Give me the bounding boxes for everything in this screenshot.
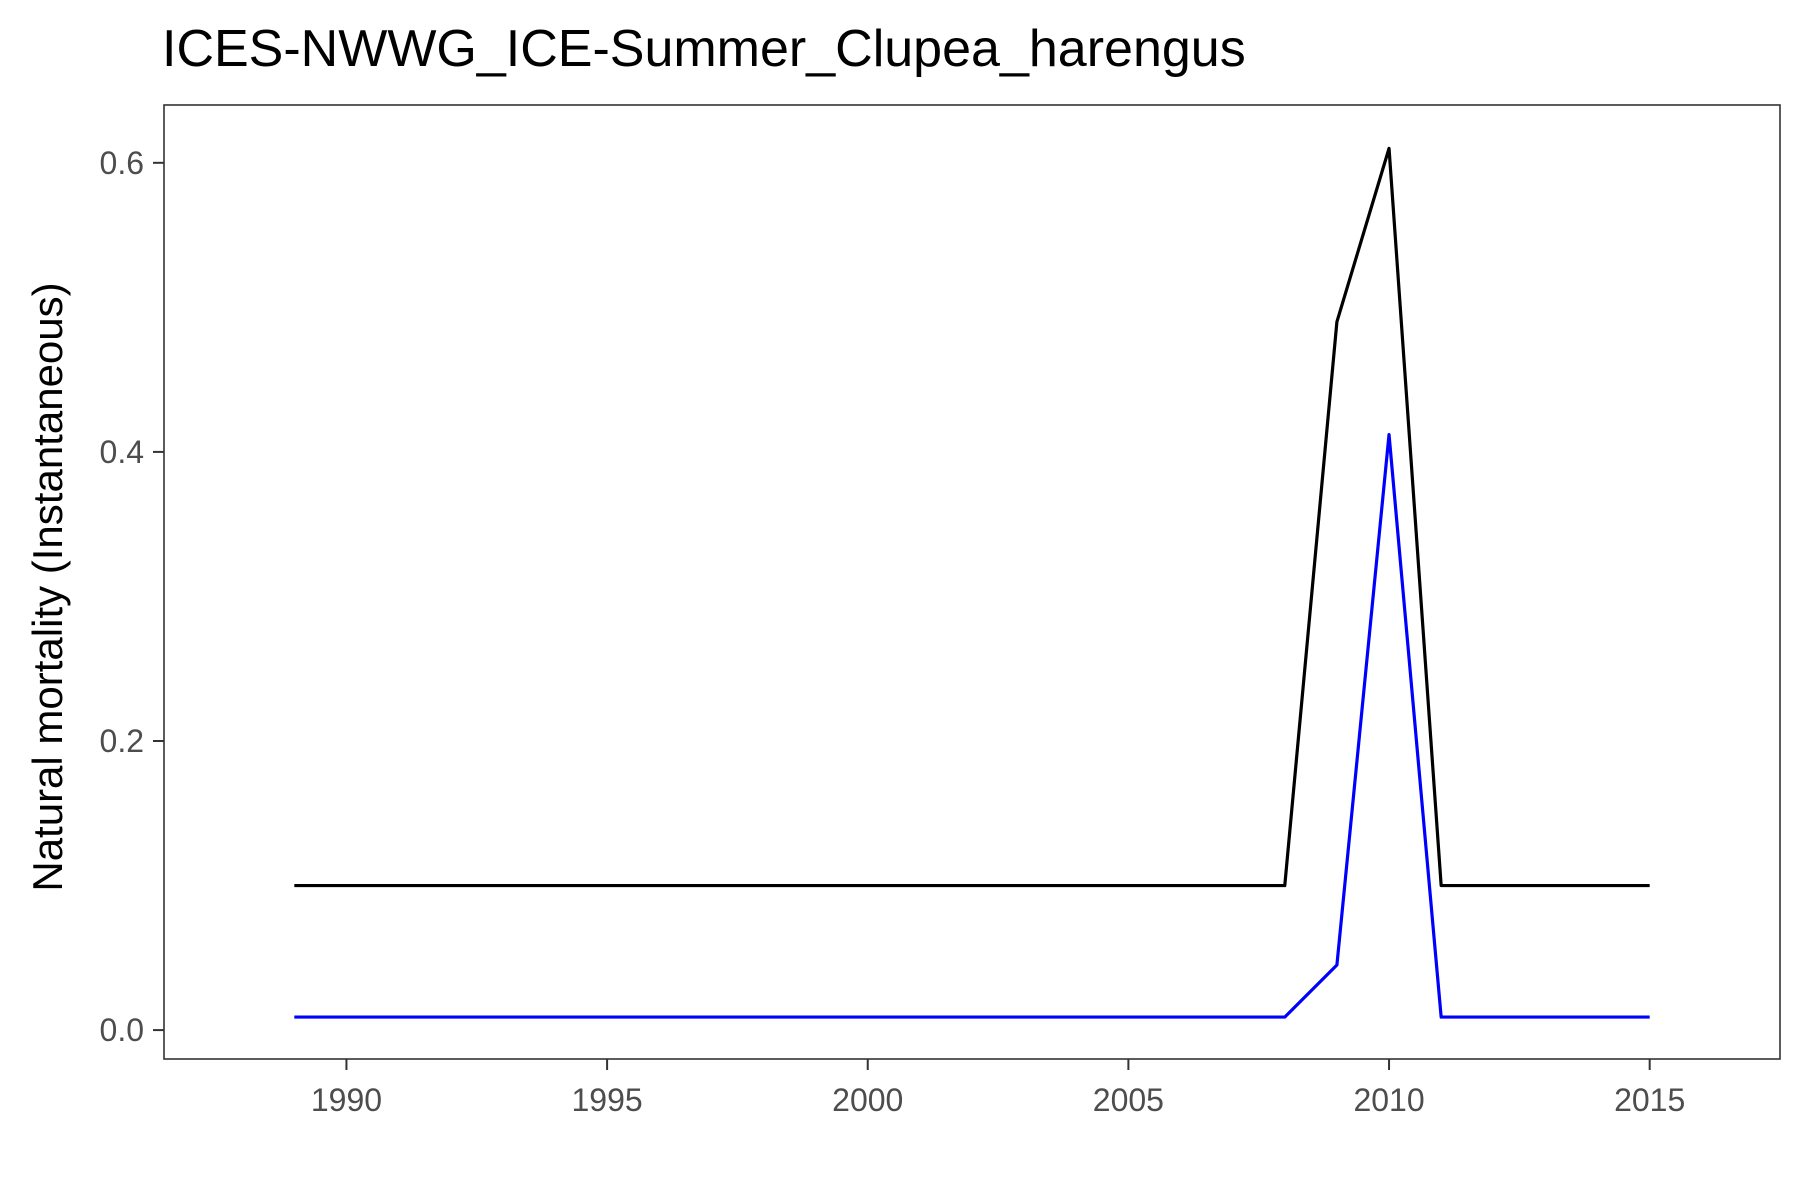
x-tick-label: 2010 bbox=[1353, 1082, 1424, 1118]
x-tick-label: 1990 bbox=[311, 1082, 382, 1118]
plot-panel bbox=[163, 104, 1781, 1060]
y-axis-title: Natural mortality (Instantaneous) bbox=[24, 282, 71, 891]
y-axis: 0.0 0.2 0.4 0.6 bbox=[100, 145, 164, 1048]
series-line-1 bbox=[294, 146, 1650, 888]
chart-title: ICES-NWWG_ICE-Summer_Clupea_harengus bbox=[162, 20, 1246, 78]
y-tick-label: 0.4 bbox=[100, 434, 144, 470]
x-tick-label: 2000 bbox=[832, 1082, 903, 1118]
x-tick-label: 2015 bbox=[1614, 1082, 1685, 1118]
x-axis: 1990 1995 2000 2005 2010 2015 bbox=[311, 1059, 1685, 1118]
y-tick-label: 0.6 bbox=[100, 145, 144, 181]
x-tick-label: 1995 bbox=[572, 1082, 643, 1118]
y-tick-label: 0.2 bbox=[100, 723, 144, 759]
x-tick-label: 2005 bbox=[1093, 1082, 1164, 1118]
series-line-2 bbox=[294, 432, 1650, 1019]
series-layer bbox=[294, 146, 1650, 1019]
y-tick-label: 0.0 bbox=[100, 1012, 144, 1048]
